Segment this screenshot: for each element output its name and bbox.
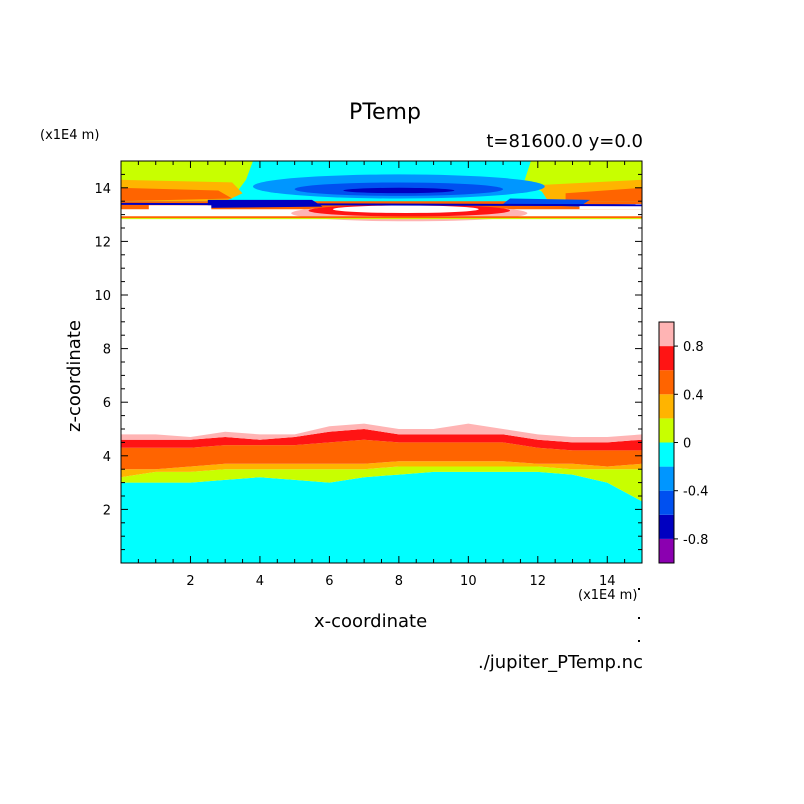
x-tick-label: 12: [530, 574, 547, 589]
contour-orange-upper-left: [121, 187, 233, 202]
marker-dot: [638, 588, 640, 590]
contour-white-upper-left: [148, 205, 212, 211]
y-tick-label: 4: [103, 450, 111, 465]
contour-red-lower: [121, 429, 642, 451]
colorbar-swatch: [659, 394, 674, 419]
colorbar-swatch: [659, 538, 674, 563]
colorbar-swatch: [659, 514, 674, 539]
contour-cyan-lower: [121, 471, 642, 563]
y-tick-label: 6: [103, 396, 111, 411]
contour-darkblue-upper: [343, 187, 455, 194]
colorbar-swatch: [659, 442, 674, 467]
colorbar-swatch: [659, 418, 674, 443]
contour-yellow-lower: [121, 466, 642, 502]
y-tick-label: 14: [94, 182, 111, 197]
marker-dot: [638, 640, 640, 642]
contour-orange-lower: [121, 439, 642, 470]
y-tick-label: 8: [103, 343, 111, 358]
colorbar-swatch: [659, 466, 674, 491]
colorbar-swatch: [659, 490, 674, 515]
contour-orange-upper-right: [565, 187, 642, 202]
marker-dot: [638, 617, 640, 619]
contour-white-upper-center: [332, 205, 479, 213]
colorbar-swatch: [659, 322, 674, 347]
x-tick-label: 10: [460, 574, 477, 589]
colorbar-tick-label: 0.4: [683, 388, 704, 403]
contour-lightorange-lower: [121, 461, 642, 478]
chart-subtitle: t=81600.0 y=0.0: [486, 131, 643, 152]
colorbar-tick-label: 0.8: [683, 340, 704, 355]
colorbar-tick-label: -0.8: [683, 533, 708, 548]
source-file-label: ./jupiter_PTemp.nc: [477, 652, 643, 673]
x-tick-label: 4: [256, 574, 264, 589]
y-tick-label: 10: [94, 289, 111, 304]
x-axis-label: x-coordinate: [314, 611, 428, 632]
contour-line-upper-dark: [120, 202, 643, 207]
colorbar-tick-label: 0: [683, 437, 691, 452]
x-axis-unit: (x1E4 m): [578, 588, 638, 603]
y-tick-label: 2: [103, 503, 111, 518]
colorbar-swatch: [659, 370, 674, 395]
x-tick-label: 14: [599, 574, 616, 589]
x-tick-label: 6: [325, 574, 333, 589]
chart-title: PTemp: [349, 100, 421, 125]
x-tick-label: 2: [186, 574, 194, 589]
y-axis-unit: (x1E4 m): [40, 128, 100, 143]
x-tick-label: 8: [395, 574, 403, 589]
colorbar-tick-label: -0.4: [683, 485, 708, 500]
y-tick-label: 12: [94, 235, 111, 250]
contour-pink-lower: [121, 423, 642, 443]
colorbar-swatch: [659, 346, 674, 371]
